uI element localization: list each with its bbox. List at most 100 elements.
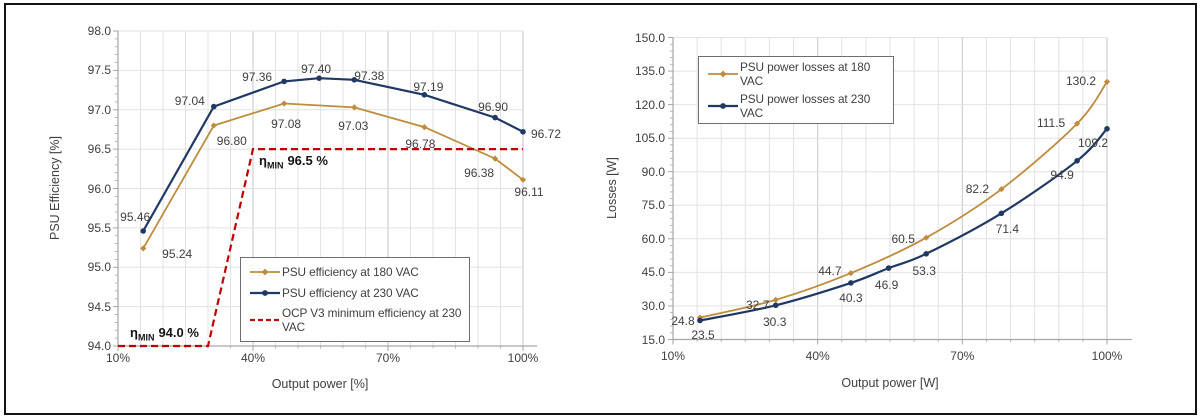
y-tick-label: 97.0 — [87, 102, 111, 117]
data-point-marker-230vac — [998, 210, 1005, 217]
y-tick-label: 94.5 — [87, 299, 111, 314]
series-line-ocp-limit — [118, 148, 523, 348]
data-point-marker-180vac — [998, 186, 1005, 193]
data-point-label-230vac: 23.5 — [691, 327, 715, 342]
series-line-230vac — [699, 128, 1108, 322]
x-tick-label: 100% — [1091, 349, 1123, 363]
data-point-label-230vac: 97.04 — [174, 93, 205, 108]
legend-label: PSU efficiency at 230 VAC — [282, 285, 419, 300]
data-point-label-230vac: 53.3 — [912, 263, 936, 278]
data-point-marker-180vac — [281, 100, 288, 107]
eta-subscript: MIN — [137, 332, 155, 343]
x-tick-label: 100% — [507, 351, 539, 365]
data-point-label-230vac: 97.19 — [413, 79, 444, 94]
data-point-label-230vac: 71.4 — [995, 222, 1020, 237]
y-tick-label: 97.5 — [87, 63, 111, 78]
data-point-label-180vac: 130.2 — [1065, 73, 1097, 88]
data-point-marker-230vac — [281, 78, 287, 85]
y-tick-label: 96.5 — [87, 142, 111, 157]
data-point-marker-230vac — [492, 114, 498, 121]
legend-item-losses-180vac: PSU power losses at 180 VAC — [699, 60, 893, 88]
legend-item-efficiency-180vac: PSU efficiency at 180 VAC — [241, 265, 469, 279]
data-point-marker-230vac — [1074, 158, 1080, 164]
legend-label: PSU power losses at 180 VAC — [740, 60, 871, 89]
line-marker-diamond-icon — [250, 268, 280, 276]
y-tick-label: 45.0 — [641, 265, 665, 280]
left-chart-y-axis-title: PSU Efficiency [%] — [47, 136, 62, 240]
x-tick-label: 70% — [950, 349, 975, 363]
x-tick-label: 40% — [240, 351, 266, 365]
data-point-marker-230vac — [421, 92, 428, 98]
y-tick-label: 135.0 — [634, 64, 665, 79]
data-point-label-180vac: 97.08 — [271, 116, 302, 131]
y-tick-label: 120.0 — [634, 97, 665, 112]
legend-item-efficiency-230vac: PSU efficiency at 230 VAC — [241, 286, 469, 300]
legend-item-ocp-limit: OCP V3 minimum efficiency at 230 VAC — [241, 306, 469, 334]
data-point-marker-230vac — [848, 280, 854, 286]
legend-label: PSU power losses at 230 VAC — [740, 91, 871, 120]
data-point-marker-230vac — [140, 228, 146, 234]
y-tick-label: 96.0 — [87, 181, 111, 196]
y-tick-label: 75.0 — [641, 198, 665, 213]
data-point-label-230vac: 97.38 — [354, 68, 385, 83]
data-point-label-180vac: 60.5 — [891, 231, 915, 246]
eta-symbol: η — [259, 153, 267, 168]
data-point-label-230vac: 40.3 — [839, 290, 863, 305]
x-tick-label: 70% — [375, 351, 401, 365]
data-point-marker-230vac — [520, 129, 526, 135]
y-tick-label: 98.0 — [87, 24, 111, 38]
eta-min-96-5-annotation: ηMIN 96.5 % — [259, 154, 328, 171]
y-tick-label: 60.0 — [641, 231, 665, 246]
eta-value: 94.0 % — [158, 325, 199, 340]
legend-label: OCP V3 minimum efficiency at 230 VAC — [282, 306, 462, 335]
y-tick-label: 15.0 — [641, 332, 665, 347]
data-point-label-230vac: 109.2 — [1077, 135, 1109, 150]
data-point-label-180vac: 96.38 — [464, 165, 495, 180]
data-point-label-180vac: 96.80 — [216, 133, 247, 148]
data-point-label-180vac: 97.03 — [338, 119, 369, 134]
data-point-marker-180vac — [519, 176, 527, 183]
eta-min-94-0-annotation: ηMIN 94.0 % — [130, 326, 199, 343]
data-point-label-180vac: 82.2 — [965, 182, 990, 197]
eta-value: 96.5 % — [287, 153, 328, 168]
left-chart-x-axis-title: Output power [%] — [271, 377, 369, 391]
line-marker-circle-icon — [708, 102, 738, 109]
y-tick-label: 95.5 — [87, 220, 111, 235]
y-tick-label: 30.0 — [641, 298, 665, 313]
data-point-marker-180vac — [1103, 78, 1111, 85]
data-point-marker-230vac — [316, 75, 322, 81]
x-tick-label: 10% — [660, 349, 686, 363]
eta-subscript: MIN — [266, 160, 284, 171]
eta-symbol: η — [130, 325, 138, 340]
data-point-label-230vac: 97.36 — [242, 70, 273, 85]
data-point-label-180vac: 96.11 — [514, 184, 544, 199]
y-tick-label: 95.0 — [87, 260, 111, 275]
y-tick-label: 150.0 — [634, 30, 665, 45]
data-point-marker-180vac — [772, 296, 779, 303]
data-point-marker-230vac — [923, 251, 929, 257]
data-point-marker-230vac — [697, 317, 703, 324]
data-point-label-230vac: 95.46 — [120, 210, 151, 224]
data-point-label-180vac: 95.24 — [162, 247, 193, 262]
data-point-label-180vac: 111.5 — [1036, 115, 1066, 130]
data-point-label-180vac: 32.7 — [746, 297, 770, 312]
data-point-marker-230vac — [885, 265, 892, 271]
left-chart-legend: PSU efficiency at 180 VAC PSU efficiency… — [240, 257, 470, 342]
data-point-marker-180vac — [847, 270, 854, 277]
data-point-label-180vac: 24.8 — [671, 313, 695, 328]
y-tick-label: 105.0 — [634, 131, 665, 146]
data-point-label-230vac: 97.40 — [301, 62, 332, 77]
data-point-label-230vac: 46.9 — [874, 278, 899, 293]
dashed-line-icon — [250, 319, 280, 322]
right-chart-legend: PSU power losses at 180 VAC PSU power lo… — [698, 56, 894, 124]
data-point-marker-180vac — [696, 314, 704, 321]
data-point-label-180vac: 96.78 — [405, 137, 436, 152]
legend-item-losses-230vac: PSU power losses at 230 VAC — [699, 92, 893, 120]
data-point-marker-230vac — [772, 302, 779, 309]
data-point-marker-180vac — [923, 234, 930, 241]
data-point-marker-180vac — [210, 122, 217, 129]
y-tick-label: 90.0 — [641, 164, 665, 179]
data-point-label-230vac: 30.3 — [763, 315, 787, 330]
